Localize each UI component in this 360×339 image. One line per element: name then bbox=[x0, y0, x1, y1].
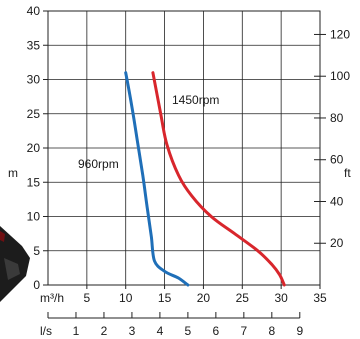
grid bbox=[48, 11, 320, 285]
ls-tick-label: 6 bbox=[213, 324, 220, 338]
series-line-960rpm bbox=[124, 71, 190, 287]
ls-tick-label: 8 bbox=[268, 324, 275, 338]
x-tick-label: 25 bbox=[236, 291, 250, 305]
x-tick-label: 35 bbox=[313, 291, 327, 305]
pump-photo-fragment bbox=[0, 226, 30, 302]
y-tick-label: 25 bbox=[27, 107, 41, 121]
ft-tick-label: 60 bbox=[330, 153, 344, 167]
ls-tick-label: 9 bbox=[296, 324, 303, 338]
ft-tick-label: 120 bbox=[330, 27, 350, 41]
y-unit-label: m bbox=[8, 166, 18, 180]
series-label-960rpm: 960rpm bbox=[78, 157, 119, 171]
x-tick-label: 5 bbox=[84, 291, 91, 305]
ft-tick-label: 20 bbox=[330, 236, 344, 250]
ls-tick-label: 5 bbox=[185, 324, 192, 338]
y-tick-label: 30 bbox=[27, 73, 41, 87]
y-tick-label: 35 bbox=[27, 38, 41, 52]
x-axis-ticks: 5 10 15 20 25 30 35 bbox=[84, 285, 327, 305]
series-line-1450rpm bbox=[151, 71, 286, 287]
x-tick-label: 20 bbox=[197, 291, 211, 305]
x-tick-label: 10 bbox=[119, 291, 133, 305]
x-tick-label: 15 bbox=[158, 291, 172, 305]
secondary-x-unit-label: l/s bbox=[40, 324, 52, 338]
y-tick-label: 5 bbox=[33, 244, 40, 258]
ls-tick-label: 1 bbox=[73, 324, 80, 338]
ft-tick-label: 40 bbox=[330, 194, 344, 208]
y-axis-ticks: 0 5 10 15 20 25 30 35 40 bbox=[27, 4, 48, 292]
series-layer bbox=[124, 71, 286, 287]
y-tick-label: 40 bbox=[27, 4, 41, 18]
ls-tick-label: 4 bbox=[157, 324, 164, 338]
y-tick-label: 10 bbox=[27, 210, 41, 224]
ft-tick-label: 80 bbox=[330, 111, 344, 125]
secondary-y-unit-label: ft bbox=[344, 166, 351, 180]
x-unit-label: m³/h bbox=[40, 291, 64, 305]
ls-tick-label: 3 bbox=[129, 324, 136, 338]
secondary-x-axis: 1 2 3 4 5 6 7 8 9 bbox=[47, 312, 303, 338]
ls-tick-label: 7 bbox=[240, 324, 247, 338]
y-tick-label: 15 bbox=[27, 175, 41, 189]
series-label-1450rpm: 1450rpm bbox=[172, 93, 219, 107]
y-tick-label: 0 bbox=[33, 278, 40, 292]
secondary-y-axis-ticks: 20 40 60 80 100 120 bbox=[314, 27, 350, 250]
y-tick-label: 20 bbox=[27, 141, 41, 155]
x-tick-label: 30 bbox=[274, 291, 288, 305]
ft-tick-label: 100 bbox=[330, 69, 350, 83]
ls-tick-label: 2 bbox=[101, 324, 108, 338]
